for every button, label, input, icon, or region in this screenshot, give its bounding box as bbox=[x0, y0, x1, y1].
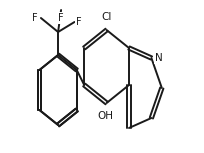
Text: F: F bbox=[32, 13, 38, 23]
Text: Cl: Cl bbox=[101, 12, 111, 22]
Text: N: N bbox=[154, 53, 162, 63]
Text: F: F bbox=[76, 17, 81, 27]
Text: F: F bbox=[58, 13, 64, 23]
Text: OH: OH bbox=[97, 111, 113, 121]
